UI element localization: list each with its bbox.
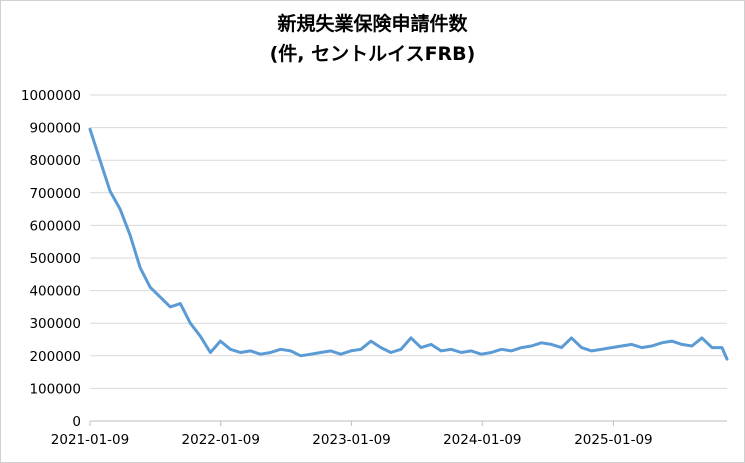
- y-tick-label: 600000: [29, 218, 81, 234]
- x-tick-label: 2025-01-09: [574, 432, 652, 448]
- y-tick-label: 900000: [29, 121, 81, 137]
- x-axis-ticks: 2021-01-09 2022-01-09 2023-01-09 2024-01-09…: [51, 421, 653, 448]
- y-tick-label: 100000: [29, 381, 81, 397]
- y-tick-label: 300000: [29, 316, 81, 332]
- grid-lines: [90, 94, 727, 422]
- series-line: [88, 127, 729, 361]
- x-tick-label: 2022-01-09: [182, 432, 260, 448]
- chart-title: 新規失業保険申請件数 (件, セントルイスFRB): [1, 9, 744, 69]
- x-tick-label: 2024-01-09: [443, 432, 521, 448]
- y-tick-label: 400000: [29, 284, 81, 300]
- x-tick-label: 2021-01-09: [51, 432, 129, 448]
- y-tick-label: 0: [72, 414, 81, 430]
- y-tick-label: 1000000: [21, 88, 81, 104]
- chart-title-line2: (件, セントルイスFRB): [269, 43, 476, 65]
- y-tick-label: 500000: [29, 251, 81, 267]
- y-axis-ticks: 0 100000 200000 300000 400000 500000 600000 700…: [21, 88, 81, 430]
- y-tick-label: 200000: [29, 349, 81, 365]
- y-tick-label: 700000: [29, 186, 81, 202]
- chart-title-line1: 新規失業保険申請件数: [277, 13, 468, 35]
- y-tick-label: 800000: [29, 153, 81, 169]
- x-tick-label: 2023-01-09: [312, 432, 390, 448]
